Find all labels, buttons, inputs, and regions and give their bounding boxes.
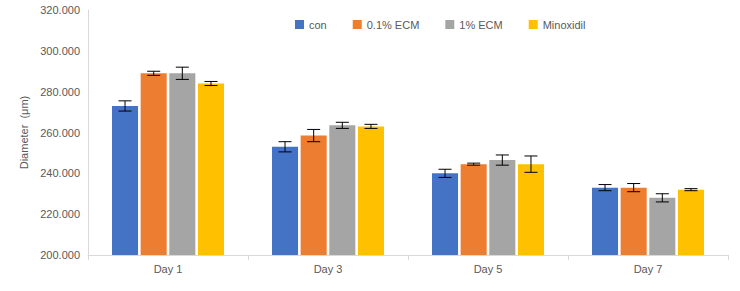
- svg-text:Day 5: Day 5: [474, 263, 503, 275]
- svg-text:Day 7: Day 7: [634, 263, 663, 275]
- svg-text:1% ECM: 1% ECM: [459, 19, 502, 31]
- svg-text:280.000: 280.000: [40, 86, 80, 98]
- svg-text:0.1% ECM: 0.1% ECM: [367, 19, 420, 31]
- svg-text:260.000: 260.000: [40, 127, 80, 139]
- svg-text:300.000: 300.000: [40, 45, 80, 57]
- svg-text:200.000: 200.000: [40, 249, 80, 261]
- svg-text:320.000: 320.000: [40, 4, 80, 16]
- svg-text:220.000: 220.000: [40, 208, 80, 220]
- svg-text:Minoxidil: Minoxidil: [543, 19, 586, 31]
- svg-text:Day 3: Day 3: [314, 263, 343, 275]
- svg-text:240.000: 240.000: [40, 167, 80, 179]
- svg-text:Diameter (μm): Diameter (μm): [18, 96, 30, 170]
- svg-text:Day 1: Day 1: [154, 263, 183, 275]
- svg-text:con: con: [309, 19, 327, 31]
